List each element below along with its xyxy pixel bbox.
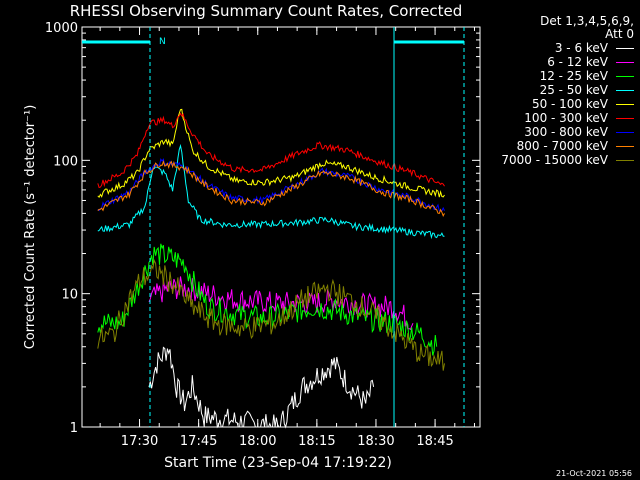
legend-label: 12 - 25 keV xyxy=(539,69,608,83)
series-line-8 xyxy=(97,258,445,371)
legend-swatch xyxy=(616,118,634,119)
legend-label: 300 - 800 keV xyxy=(524,125,608,139)
legend-swatch xyxy=(616,160,634,161)
legend-label: 3 - 6 keV xyxy=(554,41,608,55)
legend-label: 50 - 100 keV xyxy=(531,97,608,111)
y-tick-label: 100 xyxy=(53,154,78,169)
legend-swatch xyxy=(616,104,634,105)
legend-entry: 12 - 25 keV xyxy=(540,69,634,83)
legend-label: 100 - 300 keV xyxy=(524,111,608,125)
legend-swatch xyxy=(616,132,634,133)
detector-info: Det 1,3,4,5,6,9, xyxy=(540,14,634,28)
attenuator-info: Att 0 xyxy=(605,27,634,41)
axis-ticks: 17:30 17:45 18:00 18:15 18:30 18:45 1 10 100 1000 xyxy=(45,21,480,449)
x-tick-label: 17:30 xyxy=(121,434,158,449)
legend-entry: 300 - 800 keV xyxy=(524,125,634,139)
legend-entry: 100 - 300 keV xyxy=(524,111,634,125)
series-line-4 xyxy=(97,108,445,199)
footer-date: 21-Oct-2021 05:56 xyxy=(556,469,632,478)
plot-frame xyxy=(81,26,481,428)
x-tick-label: 17:45 xyxy=(180,434,217,449)
series-line-0 xyxy=(148,346,375,429)
x-axis-label: Start Time (23-Sep-04 17:19:22) xyxy=(164,455,392,471)
y-tick-label: 10 xyxy=(61,288,78,303)
legend-entry: 25 - 50 keV xyxy=(540,83,634,97)
legend-swatch xyxy=(616,90,634,91)
x-tick-label: 18:00 xyxy=(239,434,276,449)
x-tick-label: 18:15 xyxy=(298,434,335,449)
series-line-7 xyxy=(97,160,445,218)
legend-entry: 50 - 100 keV xyxy=(532,97,634,111)
legend-swatch xyxy=(616,146,634,147)
series-line-2 xyxy=(97,243,438,356)
legend-label: 800 - 7000 keV xyxy=(516,139,608,153)
y-tick-label: 1 xyxy=(70,421,78,436)
x-tick-label: 18:30 xyxy=(357,434,394,449)
legend-label: 7000 - 15000 keV xyxy=(501,153,608,167)
series-layer xyxy=(97,108,445,429)
legend-swatch xyxy=(616,76,634,77)
y-tick-label: 1000 xyxy=(45,21,78,36)
chart-title: RHESSI Observing Summary Count Rates, Co… xyxy=(70,2,463,20)
legend-label: 6 - 12 keV xyxy=(547,55,608,69)
legend-entry: 7000 - 15000 keV xyxy=(501,153,634,167)
night-marker-label: N xyxy=(159,37,166,47)
legend-entry: 6 - 12 keV xyxy=(547,55,634,69)
x-tick-label: 18:45 xyxy=(416,434,453,449)
y-axis-label: Corrected Count Rate (s⁻¹ detector⁻¹) xyxy=(23,105,38,350)
legend-entry: 800 - 7000 keV xyxy=(517,139,634,153)
series-line-5 xyxy=(97,112,445,189)
legend-entry: 3 - 6 keV xyxy=(555,41,634,55)
legend-swatch xyxy=(616,62,634,63)
legend-label: 25 - 50 keV xyxy=(539,83,608,97)
legend-swatch xyxy=(616,48,634,49)
